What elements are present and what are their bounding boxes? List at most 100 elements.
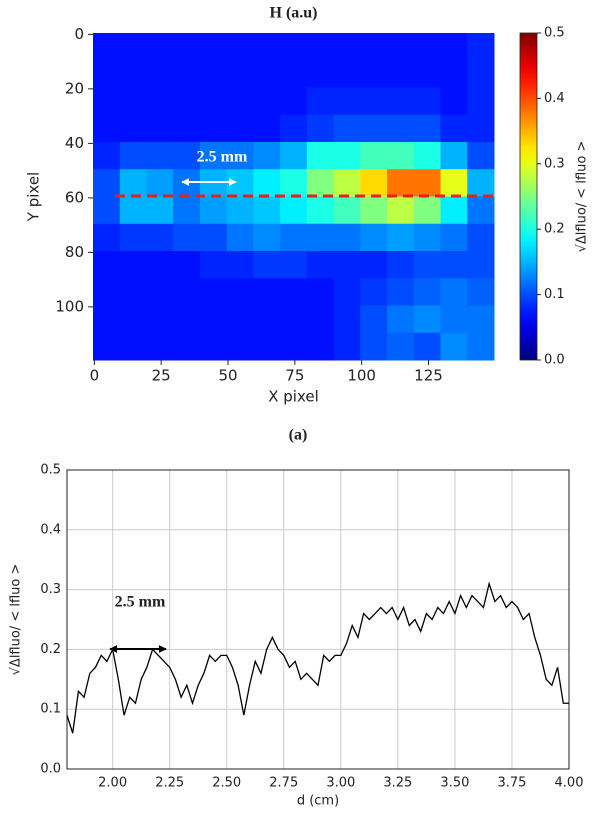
heatmap-cell <box>306 305 335 334</box>
heatmap-cell <box>387 142 415 170</box>
heatmap-cell <box>173 60 201 88</box>
heatmap-cell <box>173 33 201 61</box>
heatmap-cell <box>226 114 254 143</box>
heatmap-cell <box>413 114 442 143</box>
heatmap-cell <box>119 33 147 61</box>
heatmap-cell <box>226 332 254 361</box>
heatmap-cell <box>199 196 228 225</box>
heatmap-cell <box>199 332 228 361</box>
colorbar-tick-label: 0.2 <box>544 222 565 237</box>
heatmap-cell <box>173 223 201 252</box>
heatmap-cell <box>119 278 147 306</box>
heatmap-cell <box>360 114 388 143</box>
heatmap-cell <box>280 196 308 225</box>
x-tick-label: 3.00 <box>326 776 355 791</box>
heatmap-cell <box>226 251 254 279</box>
heatmap-cell <box>467 87 495 116</box>
heatmap-cell <box>173 196 201 225</box>
heatmap-cell <box>387 223 415 252</box>
scale-label: 2.5 mm <box>115 594 166 611</box>
y-axis-label: √Δlfluo/ < lfluo > <box>9 564 24 676</box>
heatmap-cell <box>333 114 361 143</box>
heatmap-cell <box>280 87 308 116</box>
x-tick-label: 3.75 <box>497 776 526 791</box>
heatmap-cell <box>440 251 468 279</box>
heatmap-cell <box>467 169 495 197</box>
heatmap-cell <box>467 33 495 61</box>
colorbar-tick-label: 0.5 <box>544 26 565 41</box>
heatmap-cell <box>173 278 201 306</box>
heatmap-cell <box>93 305 121 334</box>
y-tick-label: 0 <box>74 25 84 43</box>
heatmap-cell <box>119 196 147 225</box>
heatmap-cell <box>306 332 335 361</box>
heatmap-cell <box>306 196 335 225</box>
y-axis-label: Y pixel <box>25 172 43 222</box>
heatmap-cell <box>333 196 361 225</box>
heatmap-cell <box>119 60 147 88</box>
heatmap-cell <box>333 87 361 116</box>
heatmap-cell <box>93 278 121 306</box>
heatmap-cell <box>226 278 254 306</box>
heatmap-cell <box>467 223 495 252</box>
heatmap-cell <box>146 142 174 170</box>
x-tick-label: 75 <box>285 367 304 385</box>
y-tick-label: 0.0 <box>40 762 61 777</box>
heatmap-cell <box>306 60 335 88</box>
heatmap-cell <box>413 87 442 116</box>
data-line <box>66 581 569 734</box>
heatmap-cell <box>253 332 281 361</box>
heatmap-cell <box>146 87 174 116</box>
x-tick-label: 2.00 <box>98 776 127 791</box>
y-tick-label: 0.4 <box>40 522 61 537</box>
colorbar-label: √Δlfluo/ < lfluo > <box>575 141 590 253</box>
heatmap-cell <box>173 251 201 279</box>
x-tick-label: 0 <box>90 367 100 385</box>
heatmap-cell <box>173 142 201 170</box>
heatmap-cell <box>173 87 201 116</box>
colorbar <box>519 32 538 361</box>
heatmap-cell <box>146 305 174 334</box>
heatmap-cell <box>360 60 388 88</box>
x-tick-label: 3.50 <box>440 776 469 791</box>
scale-label: 2.5 mm <box>197 149 248 166</box>
heatmap-cell <box>253 33 281 61</box>
heatmap-cell <box>333 332 361 361</box>
heatmap-cell <box>199 60 228 88</box>
heatmap-cell <box>360 142 388 170</box>
heatmap-cell <box>413 332 442 361</box>
heatmap-cell <box>173 114 201 143</box>
heatmap-cell <box>360 169 388 197</box>
colorbar-tick-label: 0.0 <box>544 353 565 368</box>
heatmap-cell <box>199 278 228 306</box>
heatmap-cell <box>119 251 147 279</box>
heatmap-cell <box>93 114 121 143</box>
heatmap-cell <box>199 33 228 61</box>
heatmap-cell <box>253 196 281 225</box>
heatmap-cell <box>146 278 174 306</box>
heatmap-cell <box>467 332 495 361</box>
heatmap-cell <box>413 142 442 170</box>
y-tick-label: 80 <box>65 243 84 261</box>
heatmap-cell <box>119 114 147 143</box>
heatmap-cell <box>333 251 361 279</box>
heatmap-cell <box>306 33 335 61</box>
heatmap-cell <box>173 169 201 197</box>
heatmap-cell <box>467 196 495 225</box>
heatmap-cell <box>93 196 121 225</box>
heatmap-cell <box>306 169 335 197</box>
heatmap-cell <box>199 169 228 197</box>
heatmap-cell <box>387 114 415 143</box>
heatmap-cell <box>119 305 147 334</box>
caption: (a) <box>289 427 308 444</box>
heatmap-cell <box>199 114 228 143</box>
heatmap-cell <box>333 169 361 197</box>
heatmap-cell <box>146 60 174 88</box>
heatmap-cell <box>226 196 254 225</box>
heatmap-cell <box>413 60 442 88</box>
heatmap-cell <box>333 142 361 170</box>
x-tick-label: 2.75 <box>269 776 298 791</box>
heatmap-cell <box>280 33 308 61</box>
heatmap-cell <box>440 33 468 61</box>
heatmap-cell <box>413 223 442 252</box>
